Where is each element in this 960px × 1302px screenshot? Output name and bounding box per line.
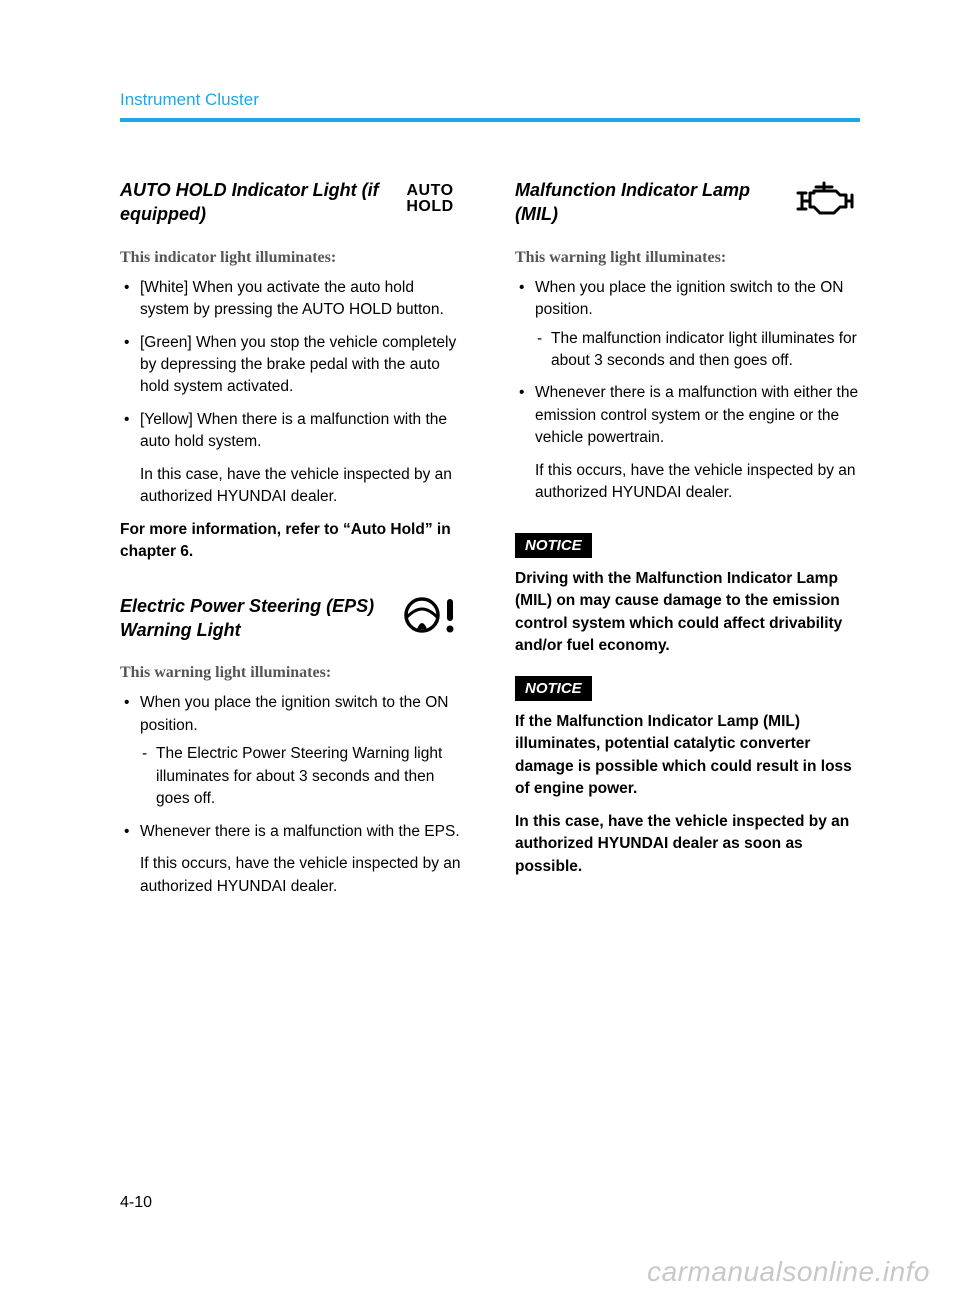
section-title: Malfunction Indicator Lamp (MIL) [515,178,778,227]
section-mil: Malfunction Indicator Lamp (MIL) This wa… [515,178,860,878]
notice-label: NOTICE [515,676,592,701]
section-head: Electric Power Steering (EPS) Warning Li… [120,594,465,643]
section-auto-hold: AUTO HOLD Indicator Light (if equipped) … [120,178,465,564]
list-item: Whenever there is a malfunction with eit… [515,382,860,449]
bullet-list: When you place the ignition switch to th… [120,692,465,843]
watermark: carmanualsonline.info [647,1256,930,1288]
chapter-title: Instrument Cluster [120,90,860,110]
more-info: For more information, refer to “Auto Hol… [120,519,465,564]
list-item: When you place the ignition switch to th… [120,692,465,810]
list-item: Whenever there is a malfunction with the… [120,821,465,843]
right-column: Malfunction Indicator Lamp (MIL) This wa… [515,178,860,928]
list-item: [Yellow] When there is a malfunction wit… [120,409,465,454]
auto-hold-icon: AUTO HOLD [395,178,465,220]
follow-paragraph: If this occurs, have the vehicle inspect… [515,460,860,505]
list-item-text: When you place the ignition switch to th… [535,279,843,318]
engine-icon [790,178,860,220]
list-item: When you place the ignition switch to th… [515,277,860,373]
subhead: This warning light illuminates: [120,664,465,682]
notice-text: Driving with the Malfunction Indicator L… [515,568,860,658]
notice-text: In this case, have the vehicle inspected… [515,811,860,878]
check-engine-icon [794,179,856,219]
list-item: [White] When you activate the auto hold … [120,277,465,322]
content-columns: AUTO HOLD Indicator Light (if equipped) … [120,178,860,928]
sub-list: The malfunction indicator light illumina… [535,328,860,373]
notice-label: NOTICE [515,533,592,558]
page-header: Instrument Cluster [120,90,860,122]
section-title: Electric Power Steering (EPS) Warning Li… [120,594,383,643]
sub-list: The Electric Power Steering Warning ligh… [140,743,465,810]
left-column: AUTO HOLD Indicator Light (if equipped) … [120,178,465,928]
bullet-list: [White] When you activate the auto hold … [120,277,465,454]
section-head: AUTO HOLD Indicator Light (if equipped) … [120,178,465,227]
subhead: This warning light illuminates: [515,249,860,267]
section-eps: Electric Power Steering (EPS) Warning Li… [120,594,465,898]
section-head: Malfunction Indicator Lamp (MIL) [515,178,860,227]
sub-list-item: The malfunction indicator light illumina… [535,328,860,373]
list-item-text: When you place the ignition switch to th… [140,694,448,733]
auto-hold-icon-text: AUTO HOLD [406,183,453,215]
section-title: AUTO HOLD Indicator Light (if equipped) [120,178,383,227]
eps-icon [395,594,465,636]
header-rule [120,118,860,122]
page: Instrument Cluster AUTO HOLD Indicator L… [0,0,960,1302]
sub-list-item: The Electric Power Steering Warning ligh… [140,743,465,810]
icon-line-1: AUTO [406,182,453,199]
bullet-list: When you place the ignition switch to th… [515,277,860,450]
notice-text: If the Malfunction Indicator Lamp (MIL) … [515,711,860,801]
subhead: This indicator light illuminates: [120,249,465,267]
icon-line-2: HOLD [406,198,453,215]
list-item: [Green] When you stop the vehicle comple… [120,332,465,399]
follow-paragraph: If this occurs, have the vehicle inspect… [120,853,465,898]
page-number: 4-10 [120,1194,152,1212]
follow-paragraph: In this case, have the vehicle inspected… [120,464,465,509]
steering-warning-icon [403,595,457,635]
